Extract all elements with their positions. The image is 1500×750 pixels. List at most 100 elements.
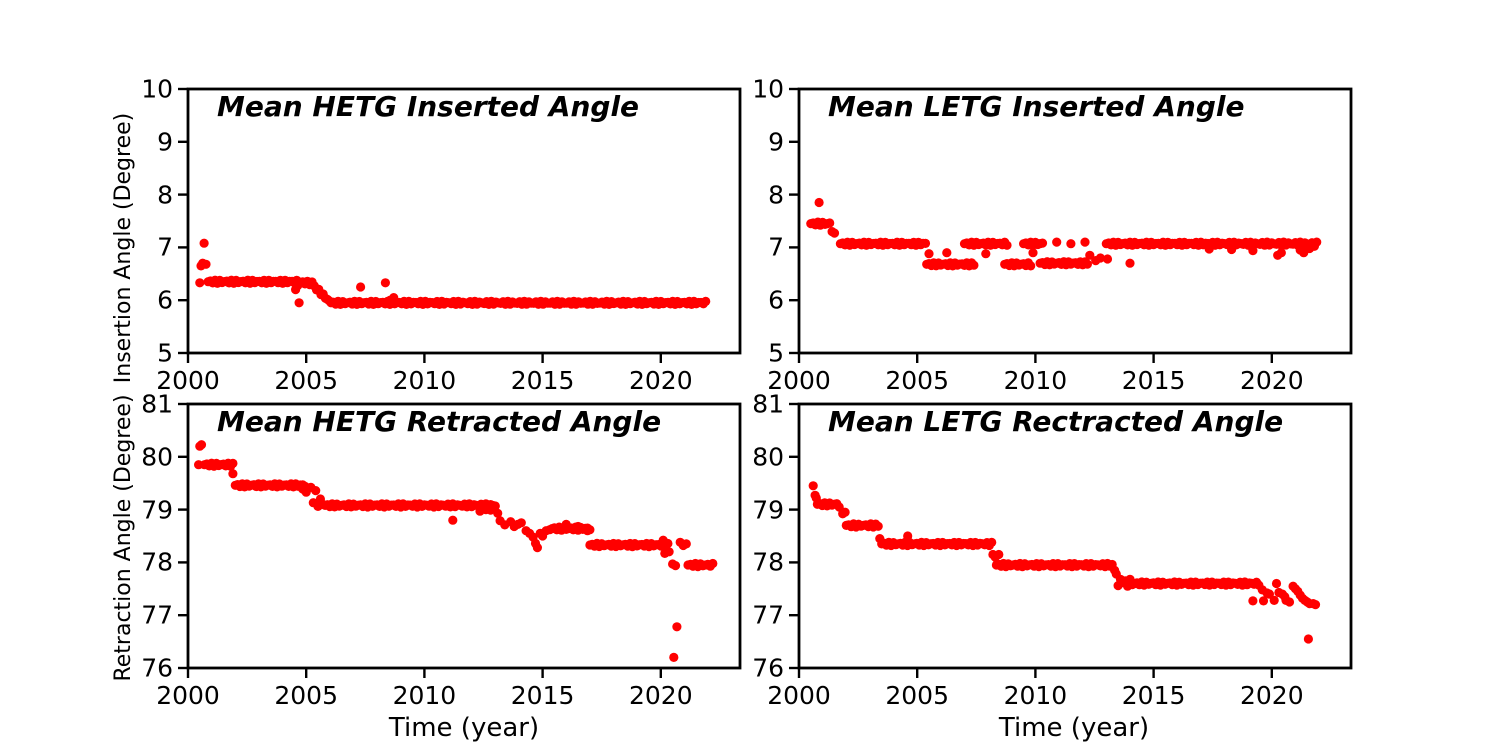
panel-hetg-inserted [178, 87, 742, 363]
scatter-dot [1310, 600, 1321, 610]
scatter-dot [1052, 237, 1062, 247]
scatter-dot [924, 249, 934, 259]
scatter-dot [814, 197, 824, 208]
scatter-dot [664, 547, 674, 557]
panel-hetg-retracted [178, 402, 742, 678]
scatter-dot [875, 534, 885, 544]
scatter-dot [903, 531, 913, 541]
scatter-dot [1127, 580, 1137, 590]
scatter-dot [516, 518, 526, 528]
x-tick-label: 2015 [1121, 366, 1186, 395]
scatter-dot [1028, 248, 1038, 258]
scatter-dot [582, 526, 593, 536]
scatter-dot [1248, 246, 1258, 256]
scatter-dot [228, 469, 238, 479]
scatter-dot [380, 278, 390, 288]
y-tick-label: 77 [141, 600, 173, 630]
xlabel-time-right: Time (year) [998, 713, 1150, 743]
x-tick-label: 2020 [1239, 681, 1304, 710]
scatter-dot [1066, 239, 1076, 249]
title-letg-retracted: Mean LETG Rectracted Angle [828, 405, 1284, 438]
x-tick-label: 2005 [885, 681, 949, 710]
scatter-dot [825, 218, 835, 228]
letg-inserted-points [806, 197, 1322, 271]
scatter-dot [1227, 244, 1237, 255]
scatter-dot [811, 493, 821, 503]
x-tick-label: 2010 [1003, 681, 1068, 710]
scatter-dot [658, 535, 668, 545]
axes-spines [797, 402, 1353, 670]
y-tick-label: 10 [141, 74, 173, 104]
scatter-dot [311, 486, 321, 496]
axes-spines [186, 87, 742, 355]
y-tick-label: 79 [752, 495, 784, 525]
scatter-dot [1309, 241, 1319, 251]
scatter-dot [808, 481, 818, 491]
scatter-dot [1303, 634, 1313, 644]
scatter-dot [829, 228, 840, 238]
scatter-dot [1248, 596, 1258, 606]
scatter-dot [1204, 244, 1214, 254]
scatter-dot [199, 238, 209, 248]
scatter-dot [448, 515, 458, 525]
x-tick-label: 2020 [1239, 366, 1304, 395]
scatter-dot [1080, 237, 1090, 247]
scatter-dot [1037, 238, 1048, 248]
x-tick-label: 2000 [156, 681, 220, 710]
x-tick-label: 2015 [1121, 681, 1186, 710]
y-tick-label: 77 [752, 600, 784, 630]
scatter-dot [389, 293, 399, 303]
title-letg-inserted: Mean LETG Inserted Angle [828, 90, 1245, 123]
scatter-dot [834, 502, 844, 512]
scatter-dot [981, 249, 991, 259]
scatter-dot [561, 519, 571, 530]
y-tick-label: 76 [141, 653, 173, 683]
scatter-dot [1002, 240, 1012, 250]
ylabel-retraction-angle: Retraction Angle (Degree) [111, 394, 136, 682]
y-tick-label: 7 [768, 232, 784, 262]
y-tick-label: 5 [768, 338, 784, 368]
y-tick-label: 79 [141, 495, 173, 525]
y-tick-label: 7 [157, 232, 173, 262]
scatter-dot [1102, 254, 1113, 264]
y-tick-label: 78 [141, 547, 173, 577]
y-tick-label: 76 [752, 653, 784, 683]
x-tick-label: 2010 [1003, 366, 1068, 395]
y-tick-label: 6 [768, 285, 784, 315]
y-tick-label: 5 [157, 338, 173, 368]
scatter-dot [1258, 596, 1269, 606]
scatter-dot [840, 507, 850, 517]
axes-spines [797, 87, 1353, 355]
x-tick-label: 2015 [510, 366, 575, 395]
letg-retracted-points [808, 481, 1321, 644]
x-tick-label: 2010 [392, 366, 457, 395]
scatter-dot [1269, 595, 1279, 606]
scatter-dot [1026, 261, 1036, 271]
x-tick-label: 2005 [885, 366, 949, 395]
hetg-retracted-points [194, 440, 718, 663]
scatter-dot [987, 537, 997, 548]
scatter-dot [318, 499, 328, 509]
axes-spines [186, 402, 742, 670]
scatter-dot [1276, 248, 1286, 258]
scatter-dot [493, 508, 503, 518]
x-tick-label: 2015 [510, 681, 575, 710]
xlabel-time-left: Time (year) [388, 713, 540, 743]
scatter-dot [994, 549, 1004, 560]
x-tick-label: 2010 [392, 681, 457, 710]
scatter-dot [701, 296, 711, 306]
y-tick-label: 6 [157, 285, 173, 315]
scatter-dot [1125, 258, 1135, 268]
y-tick-label: 78 [752, 547, 784, 577]
scatter-dot [873, 521, 883, 531]
scatter-dot [293, 280, 303, 290]
x-tick-label: 2005 [274, 366, 338, 395]
panel-letg-retracted [789, 402, 1353, 678]
scatter-dot [1082, 259, 1092, 269]
scatter-dot [201, 259, 211, 269]
hetg-inserted-points [195, 238, 711, 309]
scatter-dot [573, 521, 583, 532]
y-tick-label: 80 [752, 442, 784, 472]
